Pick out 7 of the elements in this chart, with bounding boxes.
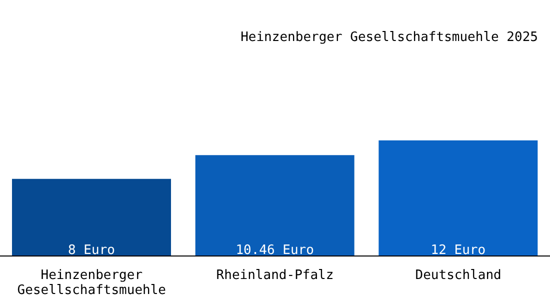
data-label: 8 Euro [68, 243, 115, 258]
x-tick-label: Heinzenberger Gesellschaftsmuehle [17, 268, 166, 298]
data-label: 12 Euro [430, 243, 486, 258]
x-tick-label: Rheinland-Pfalz [216, 268, 334, 283]
x-tick-label: Deutschland [415, 268, 502, 283]
chart-title: Heinzenberger Gesellschaftsmuehle 2025 [240, 30, 538, 45]
data-label: 10.46 Euro [236, 243, 314, 258]
